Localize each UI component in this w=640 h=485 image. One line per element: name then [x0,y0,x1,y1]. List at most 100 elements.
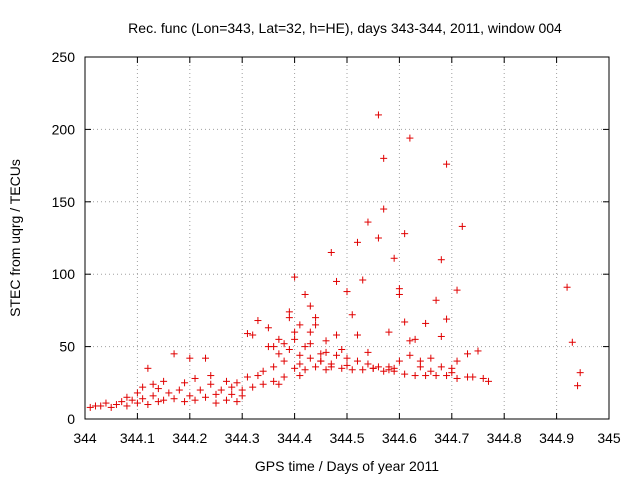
data-point [133,389,141,397]
data-point [443,160,451,168]
data-point [128,396,136,404]
data-point [233,379,241,387]
data-point [259,367,267,375]
data-point [369,364,377,372]
data-point [191,396,199,404]
data-point [416,363,424,371]
data-point [118,398,126,406]
data-point [464,350,472,358]
data-point [306,340,314,348]
data-point [259,380,267,388]
data-point [327,248,335,256]
data-point [291,335,299,343]
data-point [364,218,372,226]
data-point [353,357,361,365]
data-point [348,366,356,374]
data-point [207,372,215,380]
data-point [385,366,393,374]
data-point [212,399,220,407]
x-tick-label: 344.3 [225,430,260,446]
data-point [568,338,576,346]
x-tick-label: 344.6 [382,430,417,446]
data-point [275,350,283,358]
y-tick-label: 0 [67,411,75,427]
data-point [327,360,335,368]
data-point [222,396,230,404]
data-point [285,314,293,322]
data-point [359,276,367,284]
data-point [359,366,367,374]
data-point [107,403,115,411]
data-point [222,377,230,385]
data-point [563,283,571,291]
data-point [427,367,435,375]
data-point [411,335,419,343]
data-point [317,357,325,365]
data-point [301,366,309,374]
x-tick-label: 344.5 [329,430,364,446]
data-point [437,363,445,371]
data-point [139,395,147,403]
data-point [296,321,304,329]
data-point [228,390,236,398]
data-point [453,374,461,382]
data-point [254,317,262,325]
data-point [202,393,210,401]
data-point [322,337,330,345]
data-point [270,363,278,371]
data-point [97,402,105,410]
x-tick-label: 344.1 [120,430,155,446]
chart-title: Rec. func (Lon=343, Lat=32, h=HE), days … [128,20,562,36]
data-point [275,380,283,388]
data-point [333,277,341,285]
data-point [343,354,351,362]
data-point [406,134,414,142]
data-point [306,302,314,310]
data-point [390,367,398,375]
x-tick-label: 344 [73,430,97,446]
data-point [275,335,283,343]
x-axis-label: GPS time / Days of year 2011 [255,458,439,474]
data-point [448,364,456,372]
data-point [453,357,461,365]
data-point [343,288,351,296]
y-tick-label: 50 [59,339,75,355]
y-tick-label: 250 [52,49,76,65]
data-point [212,390,220,398]
data-point [338,364,346,372]
data-point [170,395,178,403]
data-point [432,296,440,304]
data-points [86,111,584,411]
data-point [123,402,131,410]
data-point [348,311,356,319]
data-point [217,386,225,394]
data-point [443,315,451,323]
x-tick-label: 345 [597,430,621,446]
data-point [186,354,194,362]
data-point [181,379,189,387]
data-point [474,347,482,355]
data-point [149,392,157,400]
data-point [243,330,251,338]
data-point [280,373,288,381]
data-point [154,385,162,393]
data-point [401,230,409,238]
data-point [280,357,288,365]
data-point [422,319,430,327]
data-point [102,399,110,407]
data-point [395,290,403,298]
data-point [270,377,278,385]
data-point [123,393,131,401]
data-point [343,361,351,369]
data-point [443,372,451,380]
data-point [291,364,299,372]
data-point [464,373,472,381]
grid [85,57,609,419]
data-point [228,383,236,391]
data-point [432,372,440,380]
data-point [186,392,194,400]
data-point [175,386,183,394]
data-point [312,363,320,371]
data-point [133,399,141,407]
